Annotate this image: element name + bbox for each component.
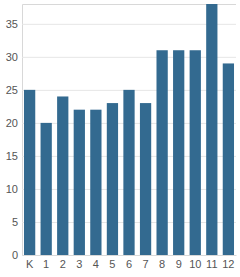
x-tick: 8 bbox=[159, 255, 165, 270]
y-tick-label: 5 bbox=[12, 216, 18, 228]
x-tick-label: 6 bbox=[126, 258, 132, 270]
x-tick-label: 9 bbox=[176, 258, 182, 270]
chart-svg: 05101520253035K123456789101112 bbox=[0, 0, 240, 277]
x-tick-label: 4 bbox=[93, 258, 99, 270]
y-tick: 10 bbox=[6, 183, 236, 195]
x-tick-label: 5 bbox=[109, 258, 115, 270]
bar bbox=[90, 110, 101, 255]
y-tick-label: 35 bbox=[6, 18, 18, 30]
bar bbox=[190, 50, 201, 255]
x-tick-label: 7 bbox=[143, 258, 149, 270]
y-tick-label: 30 bbox=[6, 51, 18, 63]
bar bbox=[223, 63, 234, 255]
x-tick: 10 bbox=[189, 255, 201, 270]
x-tick: 5 bbox=[109, 255, 115, 270]
bars bbox=[24, 4, 234, 255]
bar bbox=[57, 96, 68, 255]
x-tick: K bbox=[26, 255, 34, 270]
y-axis: 0 5 10 15 20 25 30 35 bbox=[6, 5, 236, 262]
grid-line bbox=[22, 255, 236, 256]
x-tick: 2 bbox=[60, 255, 66, 270]
x-tick-label: 2 bbox=[60, 258, 66, 270]
x-tick: 11 bbox=[206, 255, 217, 270]
y-tick: 15 bbox=[6, 150, 236, 162]
bar bbox=[74, 110, 85, 255]
x-axis: K123456789101112 bbox=[23, 255, 237, 270]
bar bbox=[107, 103, 118, 255]
x-tick: 9 bbox=[176, 255, 182, 270]
grid-line bbox=[22, 57, 236, 58]
grid-line bbox=[22, 24, 236, 25]
x-tick-label: 10 bbox=[189, 258, 201, 270]
bar bbox=[156, 50, 167, 255]
x-tick: 12 bbox=[222, 255, 234, 270]
bar bbox=[41, 123, 52, 255]
bar bbox=[24, 90, 35, 255]
bar bbox=[140, 103, 151, 255]
x-tick-label: 8 bbox=[159, 258, 165, 270]
y-tick: 35 bbox=[6, 18, 236, 30]
y-tick-label: 0 bbox=[12, 249, 18, 261]
y-axis-line bbox=[23, 5, 237, 256]
x-tick-label: 11 bbox=[206, 258, 217, 270]
bar bbox=[123, 90, 134, 255]
y-tick: 20 bbox=[6, 117, 236, 129]
x-tick-label: 1 bbox=[43, 258, 49, 270]
bar bbox=[173, 50, 184, 255]
y-tick: 25 bbox=[6, 84, 236, 96]
plot: 05101520253035K123456789101112 bbox=[6, 4, 237, 270]
chart-container: 05101520253035K123456789101112 bbox=[0, 0, 240, 277]
x-tick: 3 bbox=[76, 255, 82, 270]
y-tick: 30 bbox=[6, 51, 236, 63]
x-tick-label: 12 bbox=[222, 258, 234, 270]
y-tick-label: 15 bbox=[6, 150, 18, 162]
x-tick-label: 3 bbox=[76, 258, 82, 270]
x-tick: 4 bbox=[93, 255, 99, 270]
x-tick: 6 bbox=[126, 255, 132, 270]
y-tick-label: 20 bbox=[6, 117, 18, 129]
x-tick: 7 bbox=[143, 255, 149, 270]
x-tick-label: K bbox=[26, 258, 34, 270]
x-tick: 1 bbox=[43, 255, 49, 270]
bar bbox=[206, 4, 217, 255]
y-tick-label: 25 bbox=[6, 84, 18, 96]
x-axis-line bbox=[23, 255, 237, 256]
y-tick-label: 10 bbox=[6, 183, 18, 195]
